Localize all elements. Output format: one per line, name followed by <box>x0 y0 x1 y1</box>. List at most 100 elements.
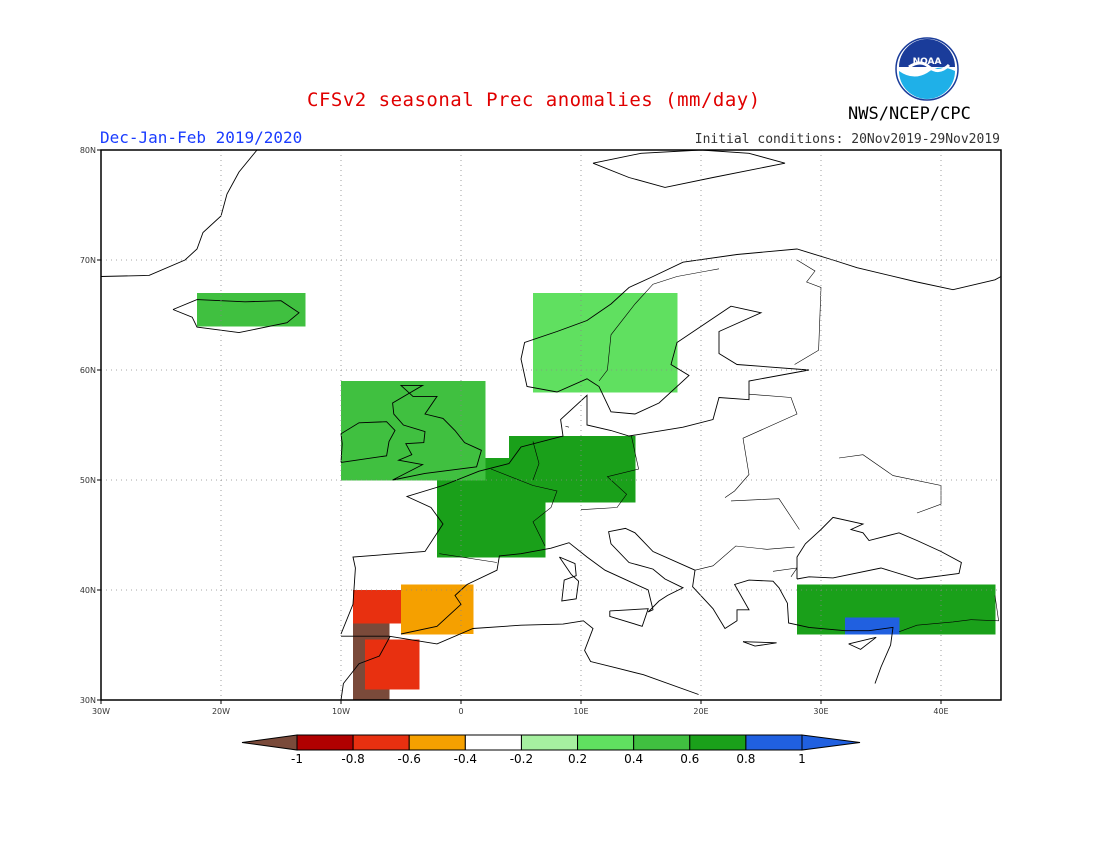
coastline <box>400 527 894 684</box>
anomaly-cell <box>455 524 474 541</box>
anomaly-cell <box>623 309 642 327</box>
anomaly-cell <box>491 491 510 508</box>
anomaly-region <box>641 238 786 272</box>
anomaly-cell <box>413 414 432 431</box>
colorbar-swatch <box>408 734 466 751</box>
anomaly-cell <box>395 414 414 431</box>
anomaly-cell <box>431 430 450 448</box>
anomaly-cell <box>977 584 996 602</box>
anomaly-cell <box>599 452 618 470</box>
season-label: Dec-Jan-Feb 2019/2020 <box>100 128 303 147</box>
anomaly-cell <box>563 469 582 486</box>
anomaly-cell <box>449 381 468 398</box>
anomaly-cell <box>509 469 528 486</box>
anomaly-cell <box>413 397 432 415</box>
anomaly-cell <box>713 238 732 255</box>
lon-tick-label: 30E <box>813 707 828 716</box>
anomaly-cell <box>413 430 432 448</box>
anomaly-cell <box>581 485 600 503</box>
anomaly-region <box>341 381 486 481</box>
country-border <box>898 619 972 633</box>
anomaly-cell <box>527 469 546 486</box>
anomaly-cell <box>533 326 552 343</box>
anomaly-cell <box>473 524 492 541</box>
initial-conditions-label: Initial conditions: 20Nov2019-29Nov2019 <box>694 132 1000 147</box>
anomaly-cell <box>581 452 600 470</box>
country-border <box>580 435 639 510</box>
anomaly-cell <box>941 584 960 602</box>
anomaly-cell <box>605 359 624 376</box>
anomaly-cell <box>431 414 450 431</box>
lon-tick-label: 10E <box>573 707 588 716</box>
anomaly-cell <box>431 447 450 464</box>
anomaly-cell <box>533 683 552 701</box>
anomaly-cell <box>659 326 678 343</box>
anomaly-cell <box>833 601 852 618</box>
anomaly-cell <box>515 683 534 701</box>
anomaly-cell <box>497 667 516 684</box>
country-border <box>490 468 558 547</box>
anomaly-cell <box>491 507 510 525</box>
anomaly-cell <box>887 584 906 602</box>
coastline <box>100 149 258 277</box>
anomaly-cell <box>551 359 570 376</box>
anomaly-cell <box>581 436 600 453</box>
anomaly-cell <box>215 293 234 310</box>
anomaly-cell <box>959 601 978 618</box>
country-border <box>565 425 570 428</box>
lon-tick-label: 30W <box>92 707 110 716</box>
anomaly-cell <box>569 375 588 393</box>
anomaly-cell <box>641 254 660 272</box>
anomaly-cell <box>341 447 360 464</box>
anomaly-cell <box>887 601 906 618</box>
anomaly-cell <box>623 359 642 376</box>
country-border <box>532 441 540 481</box>
anomaly-cell <box>419 601 438 618</box>
colorbar-arrow-high <box>801 734 861 751</box>
anomaly-cell <box>617 436 636 453</box>
anomaly-cell <box>905 584 924 602</box>
anomaly-cell <box>713 254 732 272</box>
anomaly-cell <box>641 326 660 343</box>
country-border <box>730 498 800 530</box>
anomaly-cell <box>569 359 588 376</box>
colorbar-label: -0.8 <box>341 752 364 766</box>
anomaly-cell <box>527 436 546 453</box>
lon-tick-label: 20E <box>693 707 708 716</box>
anomaly-cell <box>641 309 660 327</box>
anomaly-cell <box>287 309 306 327</box>
anomaly-cell <box>551 293 570 310</box>
anomaly-cell <box>467 381 486 398</box>
anomaly-cell <box>767 238 786 255</box>
anomaly-cell <box>617 469 636 486</box>
anomaly-cell <box>437 601 456 618</box>
coastline <box>592 149 786 188</box>
country-border <box>772 567 798 577</box>
lat-tick-label: 70N <box>80 256 96 265</box>
anomaly-cell <box>401 672 420 690</box>
svg-text:NOAA: NOAA <box>913 57 942 67</box>
anomaly-cell <box>677 238 696 255</box>
anomaly-cell <box>599 436 618 453</box>
colorbar-swatch <box>520 734 579 751</box>
anomaly-cell <box>509 485 528 503</box>
colorbar-label: 0.2 <box>568 752 587 766</box>
colorbar-label: 0.8 <box>736 752 755 766</box>
anomaly-cell <box>419 617 438 635</box>
anomaly-cell <box>527 507 546 525</box>
anomaly-cell <box>515 650 534 668</box>
anomaly-cell <box>569 326 588 343</box>
anomaly-cell <box>623 293 642 310</box>
anomaly-cell <box>437 617 456 635</box>
anomaly-cell <box>815 601 834 618</box>
coastline <box>392 384 482 481</box>
anomaly-cell <box>659 342 678 360</box>
coastline <box>742 641 777 647</box>
noaa-logo-icon: NOAA <box>895 37 959 101</box>
anomaly-cell <box>509 452 528 470</box>
anomaly-cell <box>449 430 468 448</box>
anomaly-cell <box>437 584 456 602</box>
anomaly-region <box>401 584 474 635</box>
anomaly-cell <box>881 617 900 635</box>
lat-tick-label: 50N <box>80 476 96 485</box>
